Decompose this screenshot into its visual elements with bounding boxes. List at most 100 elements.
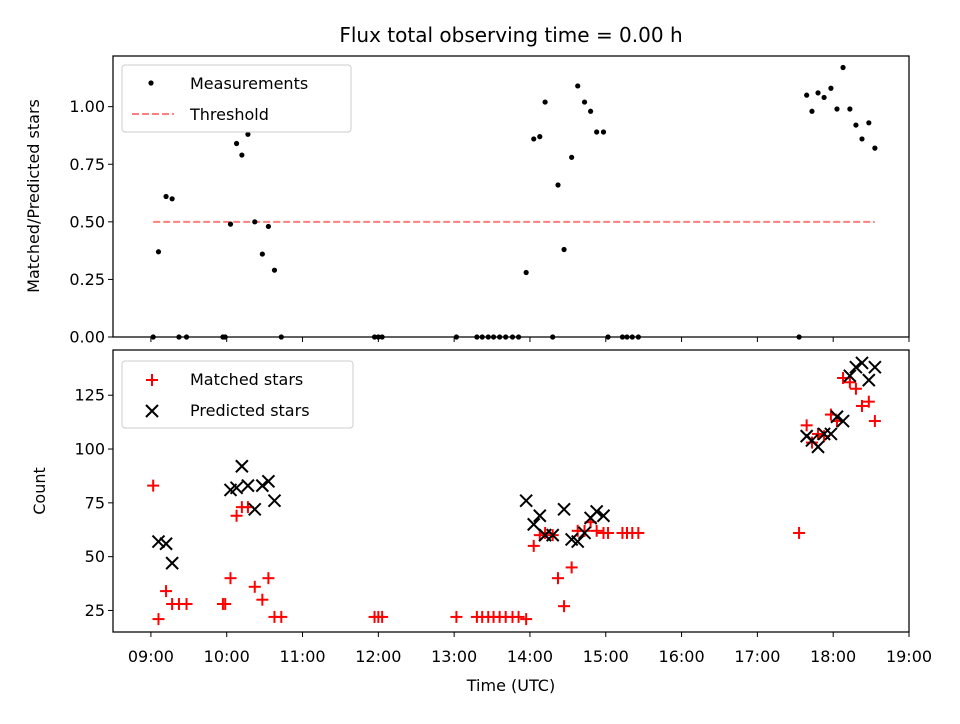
bottom-y-tick-label: 50 <box>85 547 105 566</box>
measurement-point <box>163 193 169 200</box>
matched-star-point <box>602 526 615 539</box>
matched-star-point <box>262 572 275 585</box>
bottom-y-tick-label: 125 <box>74 386 105 405</box>
matched-star-point <box>565 561 578 574</box>
predicted-star-point <box>159 537 173 551</box>
matched-star-point <box>152 613 165 626</box>
matched-star-point <box>275 610 288 623</box>
measurement-point <box>252 219 258 225</box>
bottom-panel: 25 50 75 100 125 09:00 10:00 11:00 12:00 13:00 14… <box>30 349 932 695</box>
bottom-y-tick-label: 25 <box>85 601 105 620</box>
predicted-star-point <box>830 410 844 424</box>
measurement-point <box>588 108 594 114</box>
x-tick-label: 12:00 <box>355 647 401 666</box>
top-y-ticks: 0.00 0.25 0.50 0.75 1.00 <box>69 97 113 347</box>
x-tick-label: 14:00 <box>507 647 553 666</box>
measurement-point <box>828 85 834 91</box>
x-tick-label: 19:00 <box>886 647 932 666</box>
matched-star-point <box>376 610 389 623</box>
top-y-tick-label: 1.00 <box>69 97 105 116</box>
bottom-y-axis-label: Count <box>30 467 49 515</box>
x-tick-label: 09:00 <box>128 647 174 666</box>
predicted-star-point <box>843 369 857 383</box>
matched-star-point <box>812 427 825 440</box>
x-tick-label: 15:00 <box>583 647 629 666</box>
predicted-star-point <box>855 356 869 370</box>
matched-star-point <box>868 415 881 428</box>
bottom-plot-frame <box>112 349 910 633</box>
top-chart-title: Flux total observing time = 0.00 h <box>339 23 682 47</box>
predicted-star-point <box>241 478 255 493</box>
measurement-point <box>561 246 567 253</box>
bottom-series <box>147 356 882 626</box>
predicted-star-point <box>255 478 270 493</box>
matched-star-point <box>248 580 261 593</box>
matched-star-point <box>632 526 645 539</box>
predicted-star-point <box>261 474 276 489</box>
legend-predicted-marker <box>145 404 159 418</box>
measurement-point <box>555 182 561 188</box>
matched-star-point <box>230 509 243 522</box>
matched-star-point <box>578 524 591 537</box>
matched-star-point <box>539 526 552 539</box>
measurement-point <box>523 269 529 276</box>
measurement-point <box>804 92 810 98</box>
bottom-legend-box <box>121 360 354 429</box>
top-plot-frame <box>112 55 910 338</box>
top-legend: Measurements Threshold <box>121 64 352 133</box>
top-y-tick-label: 0.50 <box>69 212 105 231</box>
measurement-point <box>815 90 821 96</box>
measurement-point <box>821 94 827 101</box>
matched-star-point <box>160 585 173 598</box>
matched-star-point <box>520 613 533 626</box>
top-panel: 0.00 0.25 0.50 0.75 1.00 Flux total observin… <box>24 23 910 347</box>
predicted-star-point <box>229 481 244 495</box>
matched-star-point <box>590 524 603 537</box>
x-axis-label: Time (UTC) <box>466 676 555 695</box>
measurement-point <box>600 129 607 135</box>
legend-threshold-label: Threshold <box>189 105 269 124</box>
predicted-star-point <box>811 440 825 454</box>
predicted-star-point <box>248 502 262 517</box>
x-tick-label: 16:00 <box>659 647 705 666</box>
measurement-point <box>569 154 575 160</box>
predicted-star-point <box>527 517 541 532</box>
predicted-star-point <box>849 360 863 374</box>
measurement-point <box>155 249 162 255</box>
legend-matched-label: Matched stars <box>190 370 303 389</box>
predicted-star-point <box>596 509 611 523</box>
matched-star-point <box>527 539 540 552</box>
bottom-legend: Matched stars Predicted stars <box>121 360 354 429</box>
legend-predicted-label: Predicted stars <box>190 401 310 420</box>
bottom-y-tick-label: 75 <box>85 493 105 512</box>
x-tick-label: 13:00 <box>431 647 477 666</box>
predicted-star-point <box>165 556 179 570</box>
measurement-point <box>840 64 846 71</box>
measurement-point <box>847 106 853 112</box>
top-legend-box <box>121 64 352 133</box>
predicted-star-point <box>589 504 604 519</box>
measurement-point <box>594 129 600 135</box>
bottom-y-tick-label: 100 <box>74 440 105 459</box>
matched-star-point <box>450 610 463 623</box>
top-x-ticks <box>150 337 910 342</box>
measurement-point <box>872 145 878 151</box>
measurement-point <box>859 136 865 142</box>
matched-star-point <box>855 399 868 412</box>
x-tick-label: 17:00 <box>734 647 780 666</box>
predicted-star-point <box>519 493 533 508</box>
measurement-point <box>245 131 251 137</box>
predicted-star-point <box>836 414 850 428</box>
matched-star-point <box>256 593 269 606</box>
matched-star-point <box>224 572 237 585</box>
x-tick-label: 11:00 <box>279 647 325 666</box>
predicted-star-point <box>151 534 166 549</box>
legend-measurements-label: Measurements <box>190 74 308 93</box>
x-tick-label: 10:00 <box>204 647 250 666</box>
top-y-tick-label: 0.25 <box>69 270 105 289</box>
predicted-star-point <box>533 509 547 523</box>
predicted-star-point <box>824 427 838 441</box>
measurement-point <box>169 196 175 202</box>
